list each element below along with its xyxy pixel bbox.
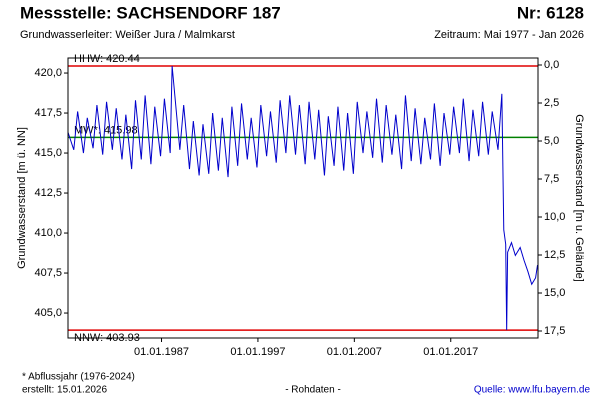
y2-tick-label: 10,0 — [544, 211, 565, 223]
y-tick-label: 412,5 — [34, 187, 62, 199]
source: Quelle: www.lfu.bayern.de — [474, 385, 591, 396]
y2-tick-label: 12,5 — [544, 249, 565, 261]
y-axis-label: Grundwasserstand [m ü. NN] — [16, 127, 28, 269]
y-tick-label: 407,5 — [34, 267, 62, 279]
y-tick-label: 420,0 — [34, 67, 62, 79]
x-tick-label: 01.01.1997 — [230, 346, 285, 358]
y2-tick-label: 7,5 — [544, 173, 559, 185]
y-tick-label: 410,0 — [34, 227, 62, 239]
data-line — [68, 65, 538, 331]
y2-axis-label: Grundwasserstand [m u. Gelände] — [573, 114, 585, 282]
footnote: * Abflussjahr (1976-2024) — [22, 372, 135, 383]
plot-frame — [67, 57, 539, 339]
y2-tick-label: 15,0 — [544, 287, 565, 299]
chart-title: Messstelle: SACHSENDORF 187 — [20, 3, 281, 22]
reference-label: HHW: 420.44 — [74, 53, 140, 65]
status: - Rohdaten - — [285, 385, 341, 396]
x-tick-label: 01.01.2017 — [423, 346, 478, 358]
y2-tick-label: 0,0 — [544, 59, 559, 71]
y-tick-label: 415,0 — [34, 147, 62, 159]
y-tick-label: 405,0 — [34, 307, 62, 319]
created-date: erstellt: 15.01.2026 — [22, 385, 107, 396]
station-number: Nr: 6128 — [517, 3, 584, 22]
x-tick-label: 01.01.2007 — [327, 346, 382, 358]
subtitle: Grundwasserleiter: Weißer Jura / Malmkar… — [20, 29, 235, 41]
period: Zeitraum: Mai 1977 - Jan 2026 — [434, 29, 584, 41]
y-tick-label: 417,5 — [34, 107, 62, 119]
y2-tick-label: 17,5 — [544, 325, 565, 337]
x-tick-label: 01.01.1987 — [134, 346, 189, 358]
y2-tick-label: 2,5 — [544, 97, 559, 109]
y2-tick-label: 5,0 — [544, 135, 559, 147]
